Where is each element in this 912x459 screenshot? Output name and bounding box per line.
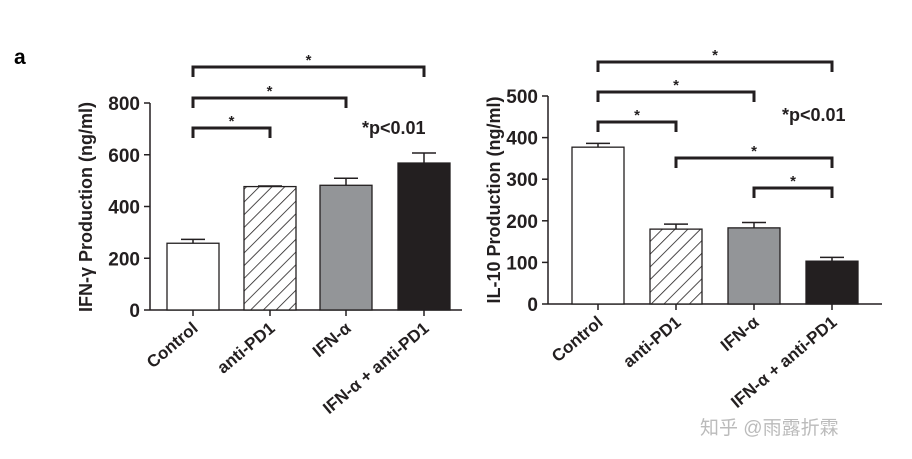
significance-star: * [790,173,796,190]
y-tick-label: 100 [506,253,538,274]
y-tick-label: 800 [108,94,140,115]
significance-star: * [712,47,718,64]
bar-anti-pd1 [243,185,297,311]
y-tick-label: 200 [108,249,140,270]
significance-star: * [634,107,640,124]
y-tick-label: 0 [527,295,538,316]
bar-ifn-anti-pd1 [397,162,451,311]
x-tick-label: anti-PD1 [214,319,279,378]
x-tick-label: Control [548,313,607,366]
significance-bracket [596,60,834,72]
bar-ifn- [727,227,781,305]
p-value-annotation: *p<0.01 [782,105,846,125]
significance-star: * [267,83,273,100]
significance-bracket [596,90,756,102]
y-tick-label: 400 [108,198,140,219]
significance-star: * [229,113,235,130]
x-tick-label: Control [143,319,202,372]
x-tick-label: anti-PD1 [620,313,685,372]
significance-bracket [191,96,348,108]
y-tick-label: 300 [506,170,538,191]
bar-ifn-anti-pd1 [805,260,859,305]
significance-bracket [752,186,834,198]
y-tick-label: 200 [506,212,538,233]
y-axis-label: IFN-γ Production (ng/ml) [76,102,96,312]
x-tick-label: IFN-α [309,318,355,361]
y-tick-label: 0 [129,301,140,322]
panel-label: a [14,46,26,69]
bar-ifn- [319,184,373,311]
significance-star: * [673,77,679,94]
y-axis-label: IL-10 Production (ng/ml) [484,97,504,304]
significance-bracket [674,156,834,168]
significance-bracket [596,120,678,132]
bar-control [166,242,220,311]
y-tick-label: 600 [108,146,140,167]
significance-star: * [306,52,312,69]
y-tick-label: 500 [506,87,538,108]
significance-bracket [191,126,272,138]
significance-bracket [191,65,426,77]
bar-control [571,146,625,305]
p-value-annotation: *p<0.01 [362,118,426,138]
bar-anti-pd1 [649,228,703,305]
significance-star: * [751,143,757,160]
watermark: 知乎 @雨露折霖 [700,417,839,439]
y-tick-label: 400 [506,129,538,150]
x-tick-label: IFN-α [717,312,763,355]
